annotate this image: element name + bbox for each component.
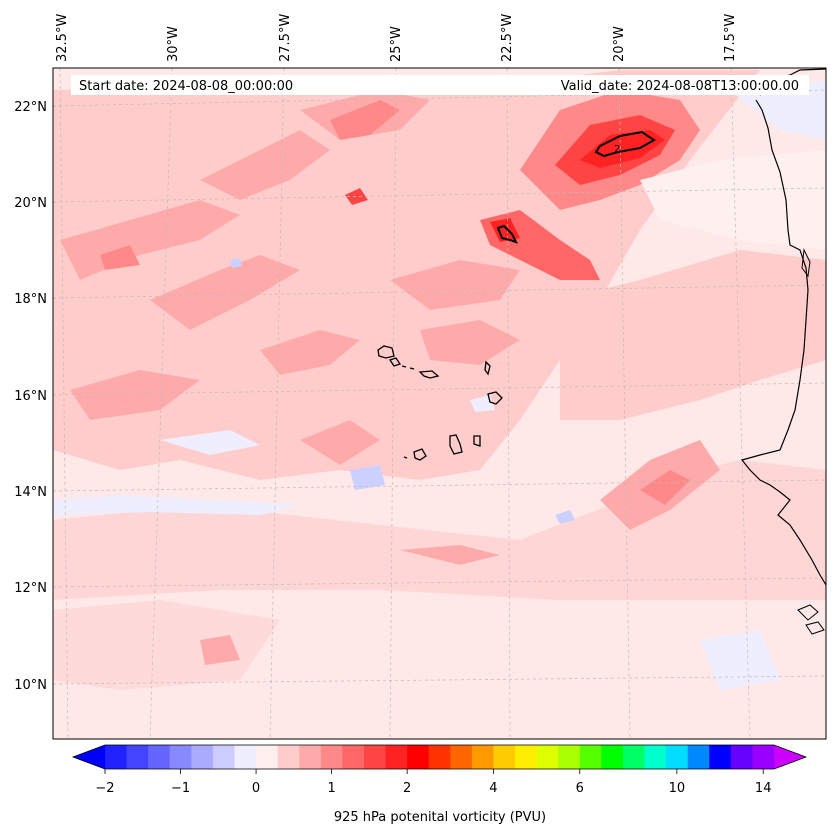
lon-label: 30°W: [166, 26, 181, 62]
colorbar-tick-label: 2: [403, 781, 411, 796]
colorbar-swatch: [320, 745, 343, 769]
pv-field: 2 Start date: 2024-08-08_00:00:00 Valid_…: [53, 68, 826, 739]
info-box: [71, 75, 809, 95]
lat-label: 20°N: [14, 196, 47, 211]
lon-label: 22.5°W: [500, 14, 515, 62]
colorbar-swatch: [601, 745, 624, 769]
colorbar-swatches: [105, 745, 775, 769]
colorbar-swatch: [579, 745, 602, 769]
colorbar-swatch: [342, 745, 365, 769]
lat-label: 22°N: [14, 100, 47, 115]
colorbar-swatch: [536, 745, 559, 769]
lat-label: 14°N: [14, 485, 47, 500]
colorbar-tick-label: 4: [489, 781, 497, 796]
colorbar-swatch: [450, 745, 473, 769]
colorbar-swatch: [191, 745, 214, 769]
lon-label: 27.5°W: [278, 14, 293, 62]
pv-contour-central: [496, 224, 518, 244]
colorbar-tick-label: 1: [327, 781, 335, 796]
colorbar-swatch: [471, 745, 494, 769]
pv-contour-northeast: [594, 130, 656, 158]
colorbar: −2 −1 0 1 2 4 6 10 14 925 hPa potenital vorticit…: [71, 744, 808, 825]
lat-label: 12°N: [14, 581, 47, 596]
colorbar-tick-label: 0: [252, 781, 260, 796]
colorbar-tick-label: 10: [669, 781, 686, 796]
cape-verde-islands: [377, 345, 503, 461]
colorbar-swatch: [622, 745, 646, 769]
colorbar-ticks: −2 −1 0 1 2 4 6 10 14: [95, 769, 771, 796]
lon-label: 20°W: [612, 26, 627, 62]
start-date-text: Start date: 2024-08-08_00:00:00: [79, 79, 293, 94]
lon-label: 17.5°W: [723, 14, 738, 62]
lat-label: 18°N: [14, 292, 47, 307]
colorbar-tick-label: −2: [95, 781, 114, 796]
latitude-labels: 22°N 20°N 18°N 16°N 14°N 12°N 10°N: [14, 100, 47, 693]
colorbar-swatch: [428, 745, 451, 769]
lat-label: 10°N: [14, 678, 47, 693]
colorbar-swatch: [666, 745, 689, 769]
colorbar-over-arrow: [774, 745, 806, 769]
graticule: [53, 68, 826, 739]
colorbar-swatch: [256, 745, 279, 769]
colorbar-under-arrow: [73, 745, 105, 769]
colorbar-tick-label: −1: [171, 781, 190, 796]
colorbar-swatch: [234, 745, 257, 769]
contour-label: 2: [614, 144, 620, 155]
colorbar-swatch: [277, 745, 300, 769]
valid-date-text: Valid_date: 2024-08-08T13:00:00.00: [561, 79, 799, 94]
colorbar-swatch: [515, 745, 538, 769]
colorbar-swatch: [493, 745, 516, 769]
lon-label: 25°W: [389, 26, 404, 62]
colorbar-swatch: [644, 745, 667, 769]
colorbar-swatch: [126, 745, 149, 769]
colorbar-swatch: [730, 745, 753, 769]
colorbar-swatch: [709, 745, 732, 769]
colorbar-swatch: [212, 745, 235, 769]
colorbar-swatch: [148, 745, 171, 769]
longitude-labels: 32.5°W 30°W 27.5°W 25°W 22.5°W 20°W 17.5…: [55, 14, 738, 62]
lon-label: 32.5°W: [55, 14, 70, 62]
colorbar-swatch: [105, 745, 128, 769]
colorbar-tick-label: 14: [755, 781, 772, 796]
colorbar-swatch: [407, 745, 430, 769]
colorbar-label: 925 hPa potenital vorticity (PVU): [334, 810, 546, 825]
colorbar-swatch: [169, 745, 192, 769]
colorbar-swatch: [558, 745, 581, 769]
coastline-islands: [797, 604, 825, 635]
colorbar-swatch: [385, 745, 408, 769]
colorbar-swatch: [363, 745, 387, 769]
colorbar-swatch: [752, 745, 775, 769]
colorbar-swatch: [299, 745, 322, 769]
colorbar-swatch: [687, 745, 710, 769]
map-frame: [52, 67, 827, 740]
lat-label: 16°N: [14, 389, 47, 404]
colorbar-tick-label: 6: [576, 781, 584, 796]
